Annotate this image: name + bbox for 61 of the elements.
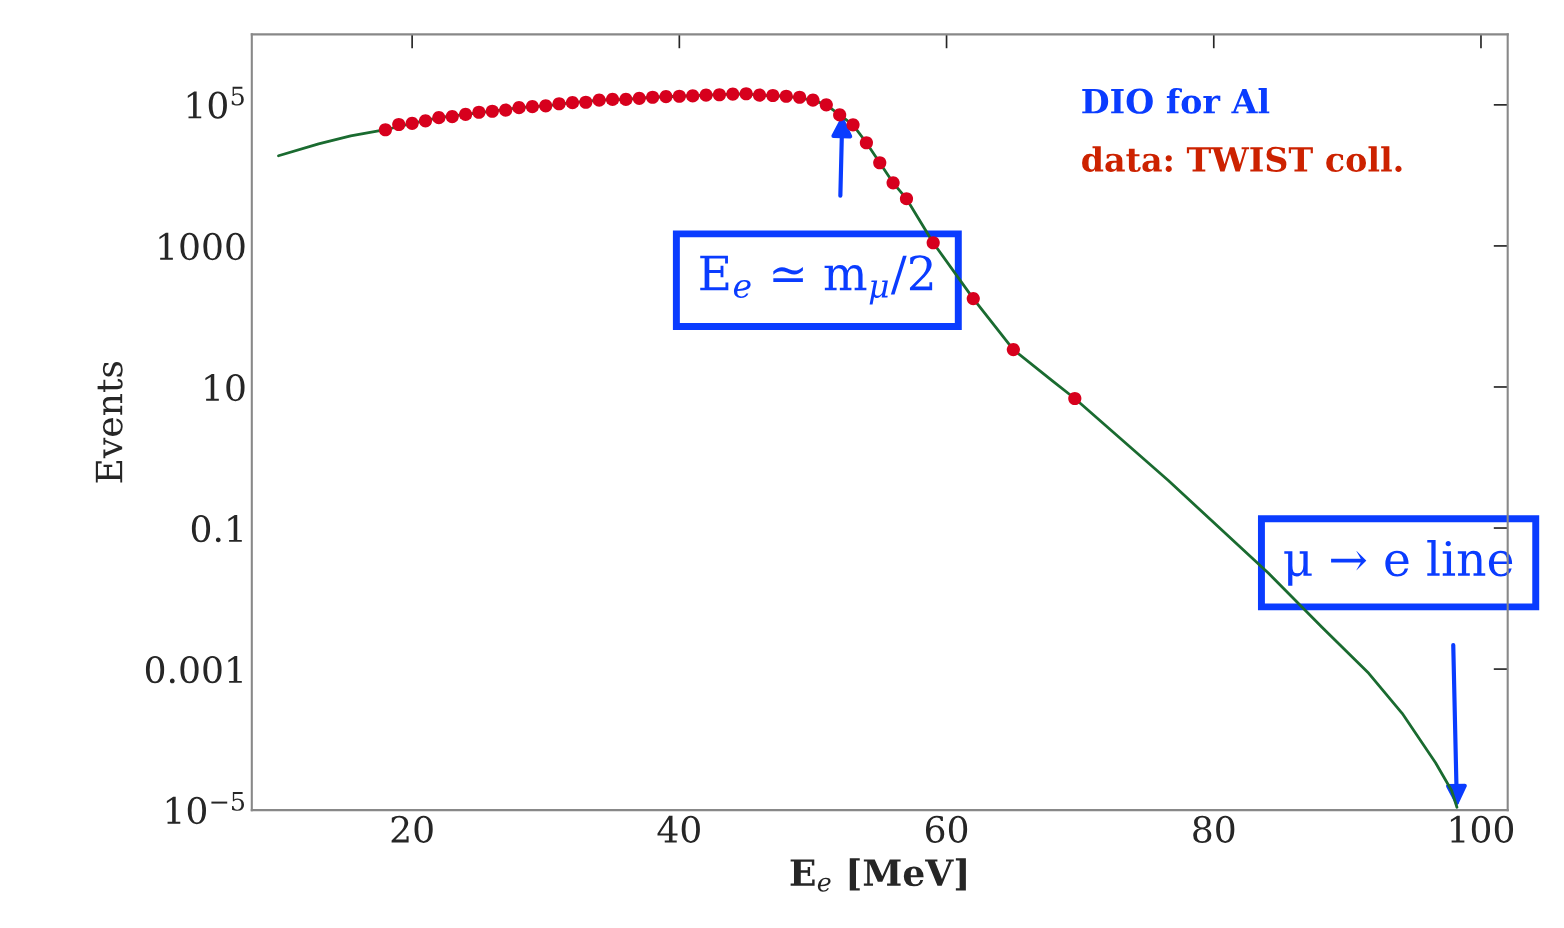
point	[458, 107, 473, 122]
point	[378, 123, 392, 137]
point	[565, 96, 580, 110]
point	[405, 116, 419, 130]
y-tick-label: 0.001	[145, 656, 242, 684]
x-tick-label: 80	[1193, 815, 1235, 843]
point	[699, 88, 713, 102]
point	[432, 111, 446, 125]
point	[605, 92, 620, 107]
point	[418, 114, 433, 128]
annotation: μ → e line	[1284, 539, 1513, 586]
point	[886, 176, 900, 190]
point	[1068, 391, 1082, 406]
point	[445, 109, 459, 124]
annotation: data: TWIST coll.	[1082, 146, 1402, 173]
point	[899, 192, 914, 206]
point	[686, 89, 700, 103]
y-tick-label: 1000	[159, 232, 245, 261]
y-axis-title: Events	[95, 361, 123, 483]
point	[859, 136, 873, 150]
point	[712, 88, 727, 102]
point	[512, 101, 526, 115]
annotation: E$_{e}$ ≃ m$_{μ}$/2	[700, 255, 933, 305]
point	[646, 90, 660, 104]
point	[525, 99, 539, 114]
point	[966, 292, 980, 306]
point	[392, 117, 406, 132]
point	[1006, 342, 1020, 357]
y-tick-label: 10	[205, 373, 245, 402]
point	[726, 87, 740, 101]
y-tick-label: 10$^{5}$	[187, 86, 244, 119]
point	[539, 99, 553, 113]
point	[806, 93, 820, 107]
point	[499, 103, 513, 117]
point	[739, 87, 753, 101]
point	[552, 97, 566, 111]
point	[672, 89, 686, 103]
x-tick-label: 40	[657, 815, 700, 843]
point	[632, 91, 646, 105]
y-tick-label: 0.1	[191, 514, 242, 543]
point	[619, 92, 633, 107]
point	[485, 104, 499, 118]
x-tick-label: 100	[1450, 815, 1514, 843]
point	[766, 88, 780, 103]
point	[833, 108, 847, 122]
point	[926, 236, 940, 250]
x-tick-label: 60	[925, 815, 968, 843]
point	[873, 156, 887, 170]
point	[846, 118, 860, 132]
x-tick-label: 20	[391, 815, 433, 843]
point	[819, 98, 833, 112]
point	[659, 89, 673, 104]
point	[779, 89, 793, 103]
point	[592, 93, 606, 107]
annotation: DIO for Al	[1082, 88, 1270, 114]
point	[472, 105, 486, 119]
x-axis-title: E$_{e}$ [MeV]	[790, 858, 966, 892]
point	[793, 90, 807, 104]
point	[752, 88, 767, 102]
y-tick-label: 10$^{−5}$	[166, 792, 245, 825]
point	[579, 95, 593, 109]
